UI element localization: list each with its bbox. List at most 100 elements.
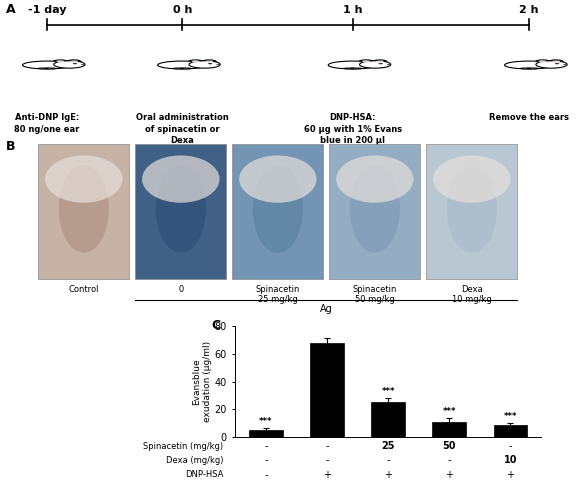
Ellipse shape [45,68,56,69]
Circle shape [205,61,213,63]
Text: Spinacetin (mg/kg): Spinacetin (mg/kg) [143,442,223,451]
Bar [371,402,405,437]
Ellipse shape [180,68,191,69]
Circle shape [70,61,78,63]
Ellipse shape [328,61,377,69]
Text: ***: *** [259,417,272,426]
Text: ***: *** [382,387,395,396]
Text: 50: 50 [443,441,456,451]
Circle shape [189,61,220,68]
Bar [135,144,226,279]
Circle shape [362,61,370,63]
Text: Control: Control [69,285,99,294]
Text: -: - [447,455,451,465]
Circle shape [536,61,567,68]
Text: -: - [325,455,329,465]
Text: Remove the ears: Remove the ears [489,114,569,123]
Bar [329,144,420,279]
Ellipse shape [350,165,400,253]
Text: +: + [384,470,392,480]
Circle shape [66,60,81,63]
Text: -: - [325,441,329,451]
Circle shape [192,61,200,63]
Text: Ag: Ag [320,303,333,314]
Circle shape [208,63,212,64]
Ellipse shape [45,156,122,203]
Ellipse shape [350,68,362,69]
Bar [432,422,466,437]
Ellipse shape [336,156,413,203]
Ellipse shape [239,156,316,203]
Text: 25: 25 [382,441,395,451]
Ellipse shape [142,156,219,203]
Circle shape [202,60,216,63]
Text: Dexa (mg/kg): Dexa (mg/kg) [166,456,223,465]
Circle shape [387,64,390,65]
Text: -: - [264,455,268,465]
Circle shape [54,60,68,63]
Circle shape [536,60,550,63]
Text: -1 day: -1 day [28,5,66,15]
Ellipse shape [22,61,72,69]
Circle shape [372,60,387,63]
Ellipse shape [158,61,207,69]
Ellipse shape [447,165,497,253]
Text: Oral administration
of spinacetin or
Dexa: Oral administration of spinacetin or Dex… [136,114,229,145]
Ellipse shape [505,61,554,69]
Circle shape [379,63,383,64]
Ellipse shape [527,68,538,69]
Circle shape [549,60,563,63]
Text: Anti-DNP IgE:
80 ng/one ear: Anti-DNP IgE: 80 ng/one ear [14,114,80,133]
Circle shape [552,61,560,63]
Text: +: + [323,470,331,480]
Circle shape [359,60,373,63]
Ellipse shape [344,68,355,69]
Text: ***: *** [443,407,456,415]
Ellipse shape [38,68,49,69]
Ellipse shape [520,68,532,69]
Circle shape [73,63,77,64]
Text: +: + [506,470,514,480]
Text: A: A [6,3,15,16]
Ellipse shape [156,165,206,253]
Bar [426,144,517,279]
Text: -: - [264,470,268,480]
Text: DNP-HSA:
60 μg with 1% Evans
blue in 200 μl: DNP-HSA: 60 μg with 1% Evans blue in 200… [304,114,402,145]
Ellipse shape [59,165,109,253]
Text: DNP-HSA: DNP-HSA [185,470,223,479]
Circle shape [555,63,559,64]
Text: -: - [509,441,512,451]
Text: C: C [212,319,221,331]
Circle shape [216,64,220,65]
Bar [249,430,283,437]
Bar [310,343,344,437]
Circle shape [81,64,85,65]
Text: 1 h: 1 h [343,5,363,15]
Circle shape [54,61,85,68]
Text: -: - [386,455,390,465]
Circle shape [359,61,391,68]
Text: 0: 0 [178,285,183,294]
Bar [493,425,527,437]
Text: Spinacetin
25 mg/kg: Spinacetin 25 mg/kg [256,285,300,304]
Text: Spinacetin
50 mg/kg: Spinacetin 50 mg/kg [353,285,397,304]
Text: +: + [445,470,453,480]
Circle shape [563,64,567,65]
Ellipse shape [253,165,303,253]
Circle shape [56,61,65,63]
Text: ***: *** [504,412,517,421]
Y-axis label: Evansblue
exudation (μg/ml): Evansblue exudation (μg/ml) [192,341,212,422]
Ellipse shape [173,68,185,69]
Text: 0 h: 0 h [173,5,192,15]
Text: 2 h: 2 h [519,5,539,15]
Circle shape [376,61,383,63]
Circle shape [539,61,547,63]
Text: B: B [6,140,15,153]
Text: -: - [264,441,268,451]
Ellipse shape [433,156,510,203]
Circle shape [189,60,203,63]
Bar [38,144,129,279]
Text: 10: 10 [504,455,517,465]
Text: Dexa
10 mg/kg: Dexa 10 mg/kg [452,285,492,304]
Bar [232,144,323,279]
